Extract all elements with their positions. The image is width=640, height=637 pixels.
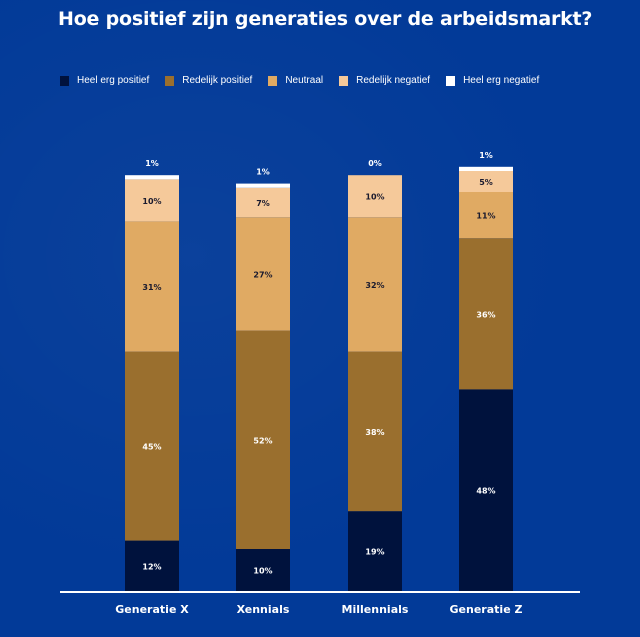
- bar-segment: [236, 330, 290, 549]
- legend-swatch: [268, 75, 278, 86]
- legend-swatch: [60, 75, 69, 86]
- bar-segment: [125, 540, 179, 591]
- bar-segment: [125, 175, 179, 180]
- data-label: 10%: [142, 197, 161, 206]
- data-label: 45%: [142, 443, 161, 452]
- bar-segment: [125, 351, 179, 541]
- bar-segment: [348, 175, 402, 218]
- legend: Heel erg positief Redelijk positief Neutra…: [60, 75, 555, 86]
- legend-item: Redelijk positief: [165, 75, 252, 86]
- legend-swatch: [446, 75, 456, 86]
- legend-swatch: [165, 75, 175, 86]
- data-label: 48%: [476, 487, 495, 496]
- legend-item: Heel erg positief: [60, 75, 149, 86]
- bar-segment: [125, 179, 179, 222]
- data-label: 0%: [368, 159, 382, 168]
- bar-segment: [236, 217, 290, 331]
- bar-segment: [348, 217, 402, 352]
- bar-segment: [459, 238, 513, 390]
- data-label: 7%: [256, 199, 270, 208]
- legend-label: Neutraal: [285, 75, 324, 86]
- legend-item: Redelijk negatief: [339, 75, 430, 86]
- legend-swatch: [339, 75, 349, 86]
- x-tick-label: Xennials: [237, 603, 290, 616]
- data-label: 12%: [142, 562, 161, 571]
- bar-segment: [348, 511, 402, 591]
- data-label: 19%: [365, 548, 384, 557]
- bar-segment: [459, 171, 513, 192]
- data-label: 38%: [365, 428, 384, 437]
- data-label: 27%: [253, 270, 272, 279]
- x-tick-label: Generatie Z: [450, 603, 523, 616]
- bar-segment: [236, 187, 290, 218]
- data-label: 1%: [256, 168, 270, 177]
- legend-label: Heel erg positief: [77, 75, 150, 86]
- bar-segment: [459, 389, 513, 591]
- data-label: 10%: [253, 567, 272, 576]
- bar-segment: [125, 221, 179, 352]
- data-label: 52%: [253, 436, 272, 445]
- legend-label: Redelijk negatief: [356, 75, 431, 86]
- data-label: 32%: [365, 281, 384, 290]
- data-label: 1%: [145, 159, 159, 168]
- data-label: 31%: [142, 283, 161, 292]
- x-tick-label: Millennials: [342, 603, 409, 616]
- bar-segment: [236, 183, 290, 188]
- data-label: 1%: [479, 151, 493, 160]
- bar-segment: [348, 351, 402, 512]
- chart-title: Hoe positief zijn generaties over de arb…: [58, 8, 593, 30]
- data-label: 11%: [476, 212, 495, 221]
- data-label: 5%: [479, 178, 493, 187]
- legend-label: Heel erg negatief: [463, 75, 540, 86]
- bar-segment: [459, 192, 513, 239]
- legend-label: Redelijk positief: [182, 75, 253, 86]
- data-label: 36%: [476, 310, 495, 319]
- legend-item: Heel erg negatief: [446, 75, 539, 86]
- data-label: 10%: [365, 193, 384, 202]
- legend-item: Neutraal: [268, 75, 323, 86]
- bar-segment: [236, 549, 290, 591]
- x-tick-label: Generatie X: [115, 603, 189, 616]
- bar-segment: [459, 166, 513, 171]
